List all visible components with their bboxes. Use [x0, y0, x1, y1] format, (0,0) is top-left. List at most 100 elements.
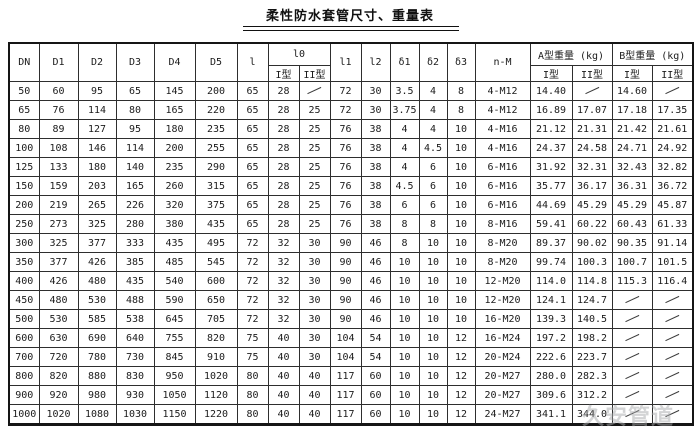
table-cell: 50	[8, 81, 40, 101]
table-cell: 117	[329, 366, 362, 386]
table-cell: 10	[389, 347, 420, 367]
table-cell: 30	[298, 328, 331, 348]
slash-mark	[624, 295, 640, 304]
table-cell: 800	[8, 366, 40, 386]
table-cell: 100	[8, 138, 40, 158]
col-header-d1: D1	[38, 42, 79, 82]
table-cell: 377	[38, 252, 79, 272]
table-cell: 10	[418, 271, 448, 291]
table-cell: 4.5	[389, 176, 420, 196]
col-header-l2: l2	[360, 42, 391, 82]
col-header-nm: n-M	[474, 42, 531, 82]
col-header-weight-a-group: A型重量 (kg)	[529, 42, 613, 66]
table-cell: 32.43	[611, 157, 653, 177]
table-cell: 28	[267, 138, 300, 158]
table-cell: 165	[153, 100, 196, 120]
table-cell: 1080	[77, 404, 117, 425]
table-cell: 450	[8, 290, 40, 310]
table-cell: 10	[446, 214, 476, 234]
table-cell: 200	[8, 195, 40, 215]
table-cell: 590	[153, 290, 196, 310]
table-cell: 20-M27	[474, 385, 531, 405]
table-cell: 540	[153, 271, 196, 291]
col-header-delta1: δ1	[389, 42, 420, 82]
table-cell: 104	[329, 347, 362, 367]
table-cell: 89.37	[529, 233, 573, 253]
table-cell: 1120	[194, 385, 238, 405]
table-cell: 115.3	[611, 271, 653, 291]
table-cell: 4-M16	[474, 138, 531, 158]
table-cell: 17.35	[651, 100, 694, 120]
table-cell: 600	[8, 328, 40, 348]
table-cell: 273	[38, 214, 79, 234]
col-header-l1: l1	[329, 42, 362, 82]
table-cell: 820	[194, 328, 238, 348]
table-cell: 40	[298, 366, 331, 386]
table-cell: 435	[194, 214, 238, 234]
table-cell: 530	[38, 309, 79, 329]
table-cell: 8-M20	[474, 252, 531, 272]
table-cell: 100.7	[611, 252, 653, 272]
slash-mark	[624, 333, 640, 342]
table-cell: 10	[446, 271, 476, 291]
table-cell: 12-M20	[474, 271, 531, 291]
table-cell: 315	[194, 176, 238, 196]
table-cell: 10	[446, 157, 476, 177]
table-cell: 10	[446, 176, 476, 196]
col-header-l0-group: l0	[267, 42, 331, 66]
table-cell: 10	[389, 309, 420, 329]
table-cell: 705	[194, 309, 238, 329]
table-cell: 145	[153, 81, 196, 101]
slash-mark	[665, 333, 680, 342]
table-cell: 76	[329, 157, 362, 177]
table-cell: 32.31	[571, 157, 613, 177]
table-cell: 435	[115, 271, 155, 291]
table-cell: 32.82	[651, 157, 694, 177]
table-cell: 114	[115, 138, 155, 158]
table-cell: 24-M27	[474, 404, 531, 425]
table-cell: 10	[418, 347, 448, 367]
table-cell: 375	[194, 195, 238, 215]
table-cell: 645	[153, 309, 196, 329]
table-cell: 65	[236, 214, 269, 234]
table-cell: 8-M16	[474, 214, 531, 234]
table-cell: 10	[389, 385, 420, 405]
col-header-wa-type2: II型	[571, 65, 613, 82]
table-cell: 28	[267, 195, 300, 215]
table-cell: 255	[194, 138, 238, 158]
table-cell: 28	[267, 100, 300, 120]
table-cell: 10	[418, 404, 448, 425]
table-cell: 117	[329, 385, 362, 405]
table-cell: 30	[298, 347, 331, 367]
table-cell: 640	[115, 328, 155, 348]
table-cell: 46	[360, 233, 391, 253]
table-cell: 65	[236, 100, 269, 120]
table-cell: 90	[329, 252, 362, 272]
table-cell: 545	[194, 252, 238, 272]
table-cell: 10	[446, 233, 476, 253]
table-cell	[651, 328, 694, 348]
table-cell: 60	[360, 404, 391, 425]
table-cell: 1020	[38, 404, 79, 425]
slash-mark	[624, 352, 640, 361]
table-cell: 17.18	[611, 100, 653, 120]
table-cell: 4-M12	[474, 81, 531, 101]
table-cell: 80	[236, 366, 269, 386]
table-cell: 720	[38, 347, 79, 367]
table-cell: 426	[38, 271, 79, 291]
table-cell: 530	[77, 290, 117, 310]
table-cell: 325	[38, 233, 79, 253]
table-cell: 426	[77, 252, 117, 272]
table-cell: 585	[77, 309, 117, 329]
table-cell: 6	[389, 195, 420, 215]
table-cell: 24.58	[571, 138, 613, 158]
table-cell: 28	[267, 176, 300, 196]
table-cell: 6	[418, 176, 448, 196]
table-cell: 10	[446, 309, 476, 329]
table-cell: 14.60	[611, 81, 653, 101]
table-cell: 755	[153, 328, 196, 348]
table-cell: 24.92	[651, 138, 694, 158]
slash-mark	[665, 390, 680, 399]
table-cell: 6-M16	[474, 157, 531, 177]
table-cell: 45.87	[651, 195, 694, 215]
